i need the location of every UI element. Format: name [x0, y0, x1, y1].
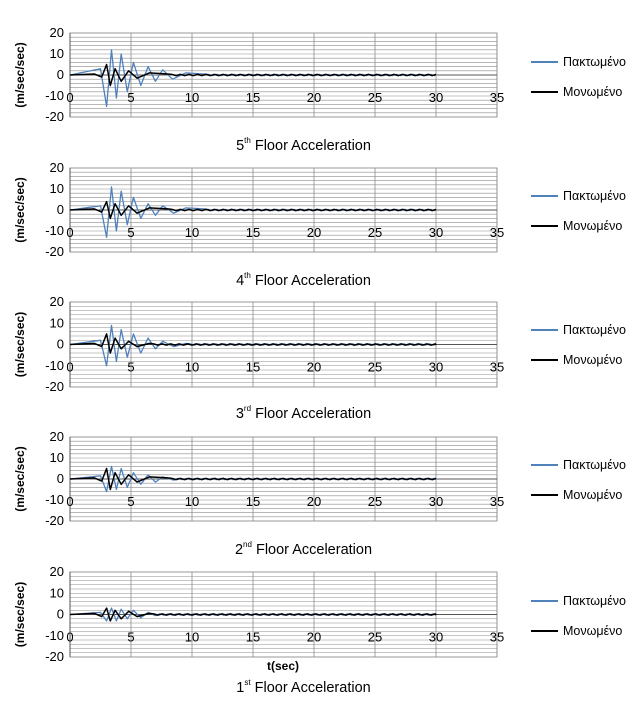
legend-label-fixed: Πακτωμένο — [563, 323, 626, 337]
x-tick-label: 25 — [368, 630, 382, 645]
y-tick-label: -20 — [45, 379, 64, 394]
series-line-isolated — [69, 467, 437, 491]
y-axis-label: (m/sec/sec) — [13, 177, 27, 242]
x-tick-label: 5 — [127, 630, 134, 645]
x-tick-label: 15 — [246, 494, 260, 509]
y-tick-label: 10 — [50, 450, 64, 465]
x-tick-label: 10 — [185, 90, 199, 105]
y-tick-label: 10 — [50, 46, 64, 61]
y-axis-label: (m/sec/sec) — [13, 42, 27, 107]
x-tick-label: 0 — [66, 225, 73, 240]
series-line-isolated — [69, 333, 437, 354]
legend-label-fixed: Πακτωμένο — [563, 594, 626, 608]
y-tick-label: 0 — [57, 67, 64, 82]
y-tick-label: -20 — [45, 649, 64, 664]
chart-caption: 3rd Floor Acceleration — [236, 404, 371, 422]
y-tick-label: 10 — [50, 585, 64, 600]
y-tick-label: 10 — [50, 181, 64, 196]
y-tick-label: -10 — [45, 492, 64, 507]
x-tick-label: 20 — [307, 360, 321, 375]
x-tick-label: 20 — [307, 225, 321, 240]
x-tick-label: 15 — [246, 360, 260, 375]
x-tick-label: 25 — [368, 360, 382, 375]
x-tick-label: 10 — [185, 225, 199, 240]
x-tick-label: 10 — [185, 630, 199, 645]
y-tick-label: 10 — [50, 315, 64, 330]
x-tick-label: 30 — [429, 494, 443, 509]
y-axis-label: (m/sec/sec) — [13, 446, 27, 511]
x-tick-label: 30 — [429, 630, 443, 645]
x-tick-label: 25 — [368, 90, 382, 105]
series-line-isolated — [69, 607, 437, 622]
x-tick-label: 15 — [246, 90, 260, 105]
x-tick-label: 5 — [127, 494, 134, 509]
y-tick-label: -10 — [45, 358, 64, 373]
x-tick-label: 0 — [66, 360, 73, 375]
y-tick-label: 20 — [50, 564, 64, 579]
x-tick-label: 10 — [185, 360, 199, 375]
y-tick-label: 20 — [50, 25, 64, 40]
legend-label-isolated: Μονωμένο — [563, 353, 622, 367]
y-tick-label: -20 — [45, 513, 64, 528]
y-tick-label: -10 — [45, 88, 64, 103]
chart-caption: 4th Floor Acceleration — [236, 271, 371, 289]
y-tick-label: 0 — [57, 471, 64, 486]
chart-caption: 2nd Floor Acceleration — [235, 540, 372, 558]
x-tick-label: 35 — [490, 225, 504, 240]
chart-caption: 5th Floor Acceleration — [236, 136, 371, 154]
y-tick-label: 20 — [50, 294, 64, 309]
x-tick-label: 30 — [429, 90, 443, 105]
x-tick-label: 5 — [127, 360, 134, 375]
x-tick-label: 30 — [429, 225, 443, 240]
y-axis-label: (m/sec/sec) — [13, 312, 27, 377]
y-tick-label: 20 — [50, 429, 64, 444]
chart-caption: 1st Floor Acceleration — [236, 678, 370, 696]
y-tick-label: -10 — [45, 628, 64, 643]
y-tick-label: -10 — [45, 223, 64, 238]
x-tick-label: 0 — [66, 630, 73, 645]
x-tick-label: 0 — [66, 494, 73, 509]
x-tick-label: 5 — [127, 90, 134, 105]
legend-label-isolated: Μονωμένο — [563, 624, 622, 638]
x-tick-label: 0 — [66, 90, 73, 105]
series-line-isolated — [69, 200, 437, 220]
x-tick-label: 10 — [185, 494, 199, 509]
x-tick-label: 5 — [127, 225, 134, 240]
x-tick-label: 35 — [490, 494, 504, 509]
y-tick-label: -20 — [45, 109, 64, 124]
x-tick-label: 20 — [307, 630, 321, 645]
x-tick-label: 25 — [368, 494, 382, 509]
x-tick-label: 20 — [307, 494, 321, 509]
x-axis-title: t(sec) — [267, 659, 299, 673]
legend-label-fixed: Πακτωμένο — [563, 189, 626, 203]
y-axis-label: (m/sec/sec) — [13, 582, 27, 647]
x-tick-label: 35 — [490, 630, 504, 645]
y-tick-label: 20 — [50, 160, 64, 175]
x-tick-label: 15 — [246, 225, 260, 240]
x-tick-label: 25 — [368, 225, 382, 240]
series-line-isolated — [69, 63, 437, 87]
x-tick-label: 35 — [490, 360, 504, 375]
y-tick-label: 0 — [57, 607, 64, 622]
y-tick-label: 0 — [57, 202, 64, 217]
legend-label-isolated: Μονωμένο — [563, 488, 622, 502]
legend-label-fixed: Πακτωμένο — [563, 458, 626, 472]
legend-label-isolated: Μονωμένο — [563, 219, 622, 233]
x-tick-label: 30 — [429, 360, 443, 375]
x-tick-label: 15 — [246, 630, 260, 645]
x-tick-label: 35 — [490, 90, 504, 105]
legend-label-isolated: Μονωμένο — [563, 85, 622, 99]
y-tick-label: -20 — [45, 244, 64, 259]
legend-label-fixed: Πακτωμένο — [563, 55, 626, 69]
x-tick-label: 20 — [307, 90, 321, 105]
y-tick-label: 0 — [57, 337, 64, 352]
